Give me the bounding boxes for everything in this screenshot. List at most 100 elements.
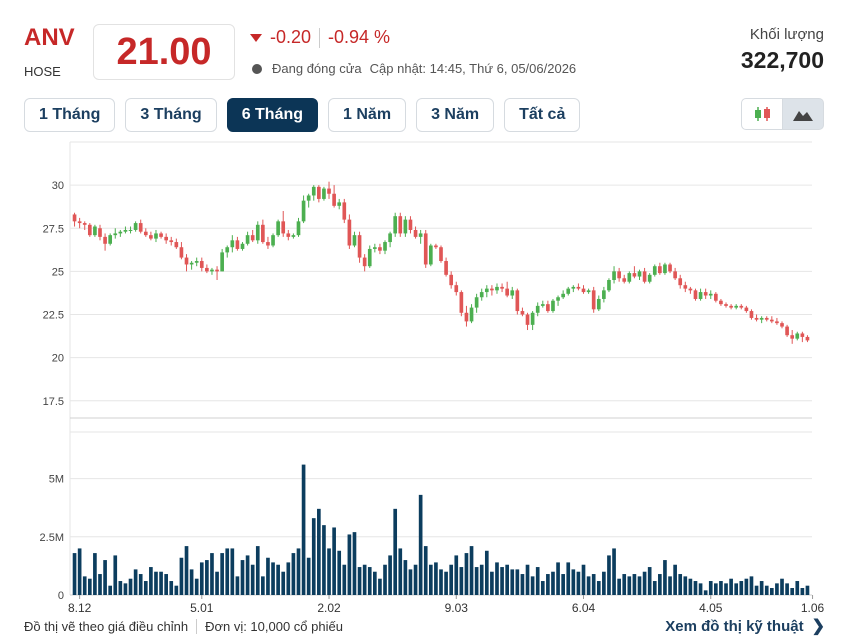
volume-bar [322,525,326,595]
volume-bar [113,555,118,595]
candle-body [439,247,443,262]
volume-bar [637,576,642,595]
volume-bar [795,581,800,595]
change-value: -0.20 [270,27,312,47]
candle-body [367,248,372,267]
volume-bar [551,571,555,595]
candle-body [780,323,784,327]
volume-bar [729,578,733,595]
candle-body [286,233,291,237]
tab-3-years[interactable]: 3 Năm [416,98,495,132]
candle-body [296,221,301,236]
price-tick-label: 20 [52,353,64,365]
chevron-right-icon: ❯ [811,618,825,635]
candle-body [149,235,153,239]
volume-bar [189,569,194,595]
candle-body [708,293,713,296]
candle-body [525,314,530,325]
volume-bar [724,583,728,595]
candle-body [98,228,102,237]
volume-bar [428,564,433,595]
volume-bar [199,562,204,595]
candle-body [118,231,123,234]
candle-body [739,305,744,308]
candle-body [566,288,571,294]
volume-bar [235,576,240,595]
candle-body [581,288,586,293]
candle-body [474,297,479,308]
volume-bar [622,574,627,595]
candle-body [317,186,321,199]
candle-body [199,261,204,268]
volume-tick-label: 2.5M [40,532,64,544]
tab-1-year[interactable]: 1 Năm [328,98,407,132]
volume-bar [495,562,499,595]
volume-bar [118,581,123,595]
volume-bar [546,574,550,595]
candle-body [693,290,698,299]
volume-bar [82,576,87,595]
candle-body [637,271,642,277]
volume-bar [561,574,565,595]
candle-body [612,271,616,280]
volume-bar [505,564,509,595]
candle-body [347,219,352,246]
candle-body [444,261,448,275]
candle-body [714,293,718,301]
candle-body [759,317,764,320]
candle-body [576,286,581,289]
volume-bar [276,564,280,595]
candle-body [225,247,230,253]
candlestick-series [72,181,810,344]
volume-bar [576,571,581,595]
candle-body [301,200,306,222]
x-tick-label: 2.02 [317,601,341,615]
candle-body [500,286,504,289]
volume-bar [301,464,306,595]
volume-bar [403,560,408,595]
candle-body [561,293,565,298]
volume-bar [388,555,392,595]
volume-bar [759,581,764,595]
area-chart-button[interactable] [783,98,824,130]
change-percent: -0.94 % [328,27,391,47]
volume-bar [571,569,576,595]
candle-body [123,229,128,232]
tab-all[interactable]: Tất cả [504,98,581,132]
volume-bar [194,578,199,595]
volume-bar [261,576,265,595]
tab-6-months[interactable]: 6 Tháng [226,98,319,132]
volume-bar [362,564,367,595]
candle-body [551,300,555,312]
volume-bar [337,550,342,595]
volume-label: Khối lượng [749,26,824,43]
volume-bar [306,557,311,595]
exchange-label: HOSE [24,64,61,79]
volume-bar [596,581,601,595]
volume-bar [556,562,560,595]
volume-bar [342,564,347,595]
volume-bar [800,588,805,595]
technical-chart-link[interactable]: Xem đồ thị kỹ thuật ❯ [665,616,825,636]
volume-bar [785,583,789,595]
candle-body [795,333,800,339]
volume-bar [154,571,158,595]
candle-body [159,233,163,237]
candle-body [230,240,235,248]
x-tick-label: 9.03 [445,601,469,615]
candle-body [174,242,179,248]
volume-bar [658,574,662,595]
tab-3-months[interactable]: 3 Tháng [125,98,217,132]
candle-body [454,285,459,293]
candle-body [805,336,810,341]
tab-1-month[interactable]: 1 Tháng [24,98,116,132]
candle-body [373,247,377,249]
candle-body [495,286,499,291]
candle-body [261,224,265,243]
candle-body [413,229,418,237]
candlestick-button[interactable] [741,98,783,130]
candle-body [673,271,677,279]
volume-bar [698,583,703,595]
ticker-symbol: ANV [24,24,75,51]
volume-bar [215,571,219,595]
